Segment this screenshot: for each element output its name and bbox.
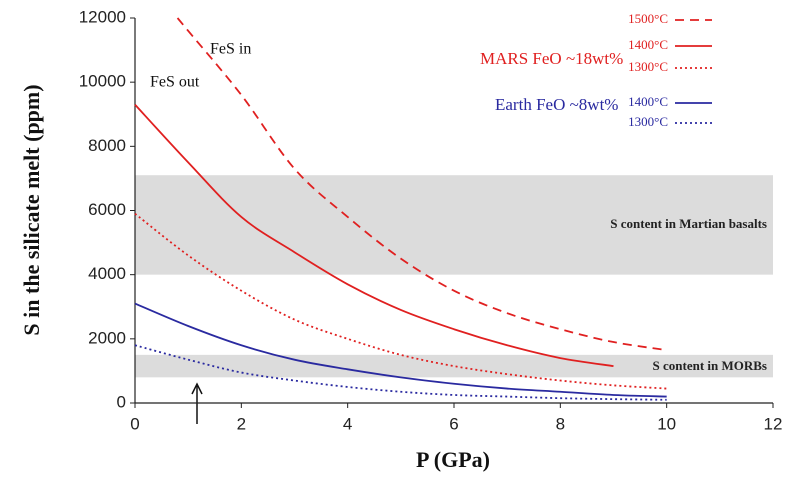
legend-label: 1500°C [628,11,668,26]
legend-group-label: Earth FeO ~8wt% [495,95,618,114]
band-label: S content in MORBs [653,358,767,373]
legend-label: 1400°C [628,94,668,109]
arrow-head [191,382,203,395]
annotation: FeS in [210,41,251,58]
legend-label: 1300°C [628,114,668,129]
y-tick-label: 8000 [88,136,126,155]
line-series [176,17,667,351]
y-tick-label: 0 [117,392,126,411]
band [135,175,773,275]
y-axis-label: S in the silicate melt (ppm) [19,84,44,335]
x-tick-label: 8 [556,414,565,433]
x-tick-label: 0 [130,414,139,433]
annotation: FeS out [150,74,200,91]
legend-label: 1300°C [628,59,668,74]
x-tick-label: 2 [237,414,246,433]
line-series [134,302,667,398]
y-tick-label: 12000 [79,7,126,26]
x-tick-label: 6 [449,414,458,433]
line-series [134,104,614,367]
y-tick-label: 4000 [88,264,126,283]
y-tick-label: 10000 [79,72,126,91]
band-label: S content in Martian basalts [610,216,767,231]
legend-label: 1400°C [628,37,668,52]
line-series [134,212,667,390]
y-tick-label: 2000 [88,328,126,347]
x-tick-label: 4 [343,414,352,433]
line-series [134,344,667,401]
x-axis-label: P (GPa) [416,447,490,472]
legend-group-label: MARS FeO ~18wt% [480,49,623,68]
x-tick-label: 10 [657,414,676,433]
x-tick-label: 12 [764,414,783,433]
y-tick-label: 6000 [88,200,126,219]
